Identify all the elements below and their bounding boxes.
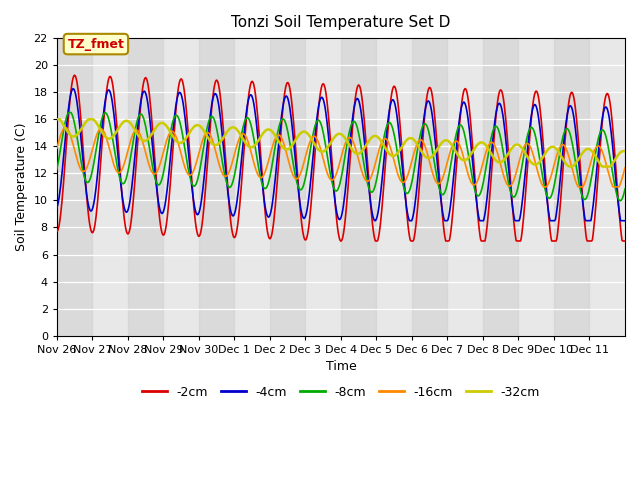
- Y-axis label: Soil Temperature (C): Soil Temperature (C): [15, 122, 28, 251]
- Bar: [199, 38, 234, 336]
- Bar: [128, 38, 163, 336]
- Bar: [341, 38, 376, 336]
- Title: Tonzi Soil Temperature Set D: Tonzi Soil Temperature Set D: [231, 15, 451, 30]
- Bar: [483, 38, 518, 336]
- Bar: [412, 38, 447, 336]
- Legend: -2cm, -4cm, -8cm, -16cm, -32cm: -2cm, -4cm, -8cm, -16cm, -32cm: [137, 381, 545, 404]
- Bar: [270, 38, 305, 336]
- Bar: [57, 38, 92, 336]
- Text: TZ_fmet: TZ_fmet: [67, 37, 124, 50]
- Bar: [554, 38, 589, 336]
- X-axis label: Time: Time: [326, 360, 356, 373]
